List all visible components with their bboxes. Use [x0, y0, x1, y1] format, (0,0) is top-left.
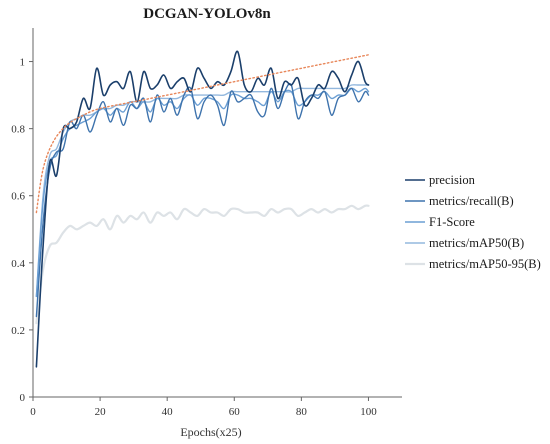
y-tick-label: 0.4 — [11, 258, 25, 270]
legend: precision metrics/recall(B) F1-Score metric… — [405, 173, 541, 271]
x-tick-label: 0 — [30, 406, 36, 418]
series-group — [35, 50, 370, 368]
x-tick-label: 60 — [229, 406, 241, 418]
y-tick-label: 0.8 — [11, 124, 25, 136]
x-tick-label: 40 — [162, 406, 174, 418]
x-tick-label: 80 — [296, 406, 308, 418]
x-tick-label: 100 — [360, 406, 377, 418]
y-tick-label: 1 — [20, 57, 26, 69]
y-tick-label: 0.6 — [11, 191, 25, 203]
legend-entry: metrics/mAP50-95(B) — [429, 257, 541, 271]
series-line-metrics-map50-95-b- — [35, 204, 370, 325]
legend-entry: F1-Score — [429, 215, 475, 229]
legend-entry: precision — [429, 173, 476, 187]
axes — [32, 28, 402, 398]
legend-entry: metrics/mAP50(B) — [429, 236, 524, 250]
y-tick-label: 0.2 — [11, 325, 25, 337]
series-line-f1-score — [35, 87, 370, 298]
chart-title: DCGAN-YOLOv8n — [143, 6, 271, 22]
trendline — [35, 54, 370, 214]
series-line-metrics-recall-b- — [35, 82, 370, 318]
x-tick-label: 20 — [95, 406, 107, 418]
series-line-metrics-map50-b- — [35, 84, 370, 298]
y-tick-label: 0 — [20, 392, 26, 404]
y-ticks: 0 0.2 0.4 0.6 0.8 1 — [11, 57, 33, 404]
legend-entry: metrics/recall(B) — [429, 194, 514, 208]
x-axis-label: Epochs(x25) — [180, 425, 241, 439]
series-line-precision — [35, 50, 370, 368]
x-ticks: 0 20 40 60 80 100 — [30, 397, 377, 418]
